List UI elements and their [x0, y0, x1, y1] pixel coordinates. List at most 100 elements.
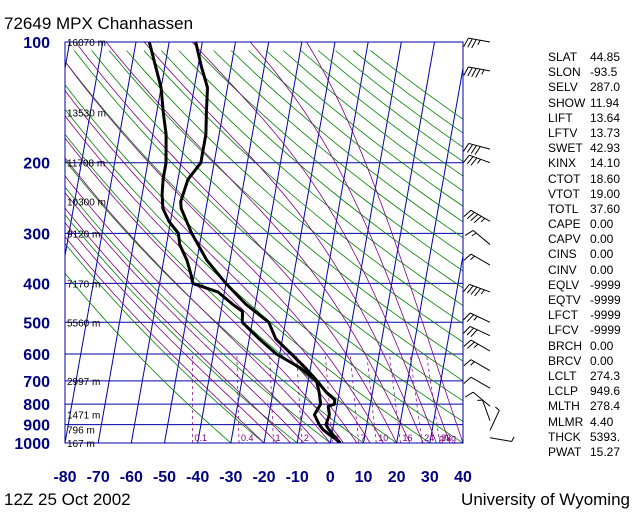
wind-barb-staff	[470, 359, 491, 372]
index-name: SLON	[548, 65, 581, 80]
index-value: 37.60	[590, 201, 621, 216]
index-value: 949.6	[590, 384, 621, 399]
pressure-tick-label: 100	[23, 35, 50, 52]
index-row: SHOW 11.94	[548, 96, 638, 111]
pressure-tick-label: 200	[23, 156, 50, 173]
index-name: LFCT	[548, 308, 578, 323]
wind-barb-staff	[469, 154, 491, 164]
wind-barb-half-flag	[473, 343, 479, 349]
wind-barb	[464, 391, 491, 407]
wind-barb	[489, 406, 500, 431]
wind-barb	[477, 399, 491, 421]
index-row: MLTH 278.4	[548, 399, 638, 414]
wind-barb-flag	[463, 359, 472, 367]
moist-adiabat-line	[65, 157, 331, 443]
wind-barb	[463, 66, 491, 78]
pressure-tick-label: 600	[23, 347, 50, 364]
wind-barb-flag	[470, 329, 478, 338]
wind-barb-flag	[466, 314, 475, 322]
index-row: LFTV 13.73	[548, 126, 638, 141]
mixing-ratio-line	[349, 354, 360, 443]
wind-barb-flag	[463, 253, 472, 261]
wind-barb-flag	[463, 326, 471, 334]
wind-barb-flag	[467, 38, 473, 48]
moist-adiabat-line	[65, 137, 344, 443]
temperature-tick-label: 0	[326, 469, 335, 486]
wind-barb-flag	[463, 154, 470, 163]
index-row: MLMR 4.40	[548, 415, 638, 430]
index-name: LFCV	[548, 323, 579, 338]
index-name: TOTL	[548, 201, 579, 216]
pressure-tick-label: 900	[23, 418, 50, 435]
index-name: CINV	[548, 262, 577, 277]
wind-barb	[463, 359, 491, 372]
index-row: LCLP 949.6	[548, 384, 638, 399]
wind-barb-staff	[472, 230, 491, 245]
index-value: 0.00	[590, 262, 614, 277]
wind-barb-half-flag	[480, 289, 485, 295]
wind-barb-staff	[472, 391, 491, 407]
height-label: 796 m	[67, 425, 95, 436]
index-row: LIFT 13.64	[548, 111, 638, 126]
wind-barb	[489, 436, 515, 443]
wind-barb-flag	[467, 67, 473, 77]
mixing-ratio-label: 7	[361, 433, 366, 443]
wind-barb-flag	[474, 146, 481, 155]
pressure-tick-label: 500	[23, 315, 50, 332]
temperature-tick-label: -20	[252, 469, 275, 486]
dry-adiabat-line	[213, 50, 463, 255]
index-name: EQLV	[548, 277, 580, 292]
index-value: -9999	[590, 293, 621, 307]
wind-barb-staff	[469, 312, 491, 323]
wind-barb-staff	[482, 399, 491, 421]
index-row: SLON -93.5	[548, 65, 638, 80]
dry-adiabat-line	[65, 60, 463, 423]
index-value: 0.00	[590, 217, 614, 232]
temperature-profile-line	[179, 42, 342, 443]
index-name: MLTH	[548, 399, 580, 414]
wind-barb-flag	[463, 284, 470, 293]
dry-adiabat-line	[248, 50, 463, 223]
wind-barb-staff	[469, 283, 491, 293]
isotherm-line	[130, 42, 203, 443]
mixing-ratio-line	[366, 354, 377, 443]
mixing-ratio-label: 2	[304, 433, 309, 443]
pressure-tick-label: 1000	[14, 436, 50, 453]
mixing-ratio-label: 1	[276, 433, 281, 443]
index-value: 0.00	[590, 247, 614, 262]
wind-barb	[463, 209, 491, 223]
index-name: KINX	[548, 156, 577, 171]
wind-barb-flag	[464, 229, 474, 236]
index-value: 14.10	[590, 156, 621, 171]
index-name: BRCV	[548, 353, 582, 368]
index-value: -9999	[590, 277, 621, 292]
height-label: 11708 m	[67, 159, 105, 170]
index-row: TOTL 37.60	[548, 202, 638, 217]
isotherm-line	[0, 42, 3, 443]
moist-adiabat-line	[65, 236, 265, 443]
temperature-tick-label: -60	[120, 469, 143, 486]
temperature-tick-label: 20	[388, 469, 406, 486]
station-title: 72649 MPX Chanhassen	[4, 14, 194, 33]
index-row: CTOT 18.60	[548, 172, 638, 187]
index-row: EQTV -9999	[548, 293, 638, 308]
mixing-ratio-label: 0.4	[241, 433, 254, 443]
index-name: SELV	[548, 80, 578, 95]
height-label: 9120 m	[67, 229, 100, 240]
wind-barb-flag	[464, 391, 474, 398]
isotherm-line	[429, 252, 463, 443]
index-value: 11.94	[590, 95, 620, 110]
index-name: THCK	[548, 429, 581, 444]
dry-adiabat-line	[161, 50, 463, 306]
height-label: 1471 m	[67, 411, 100, 422]
stability-indices-panel: SLAT 44.85 SLON -93.5 SELV 287.0 SHOW 11.94 LIFT…	[548, 50, 638, 460]
moist-adiabat-line	[65, 207, 291, 443]
wind-barb-flag	[466, 341, 475, 349]
mixing-ratio-line	[389, 353, 401, 443]
mixing-ratio-label: 33	[441, 433, 451, 443]
wind-barb-half-flag	[480, 217, 486, 223]
background-lines	[0, 41, 464, 444]
wind-barb-flag	[463, 37, 469, 47]
isotherm-line	[65, 42, 104, 259]
